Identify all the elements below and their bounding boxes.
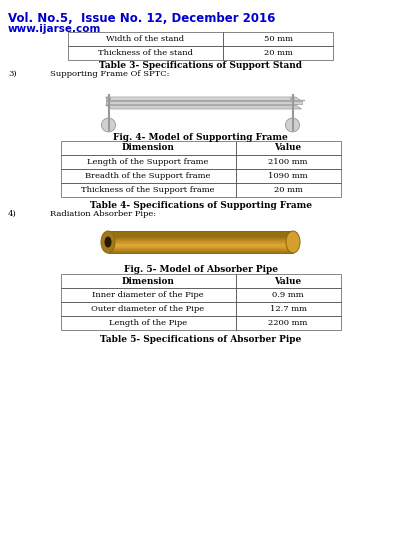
Text: Vol. No.5,  Issue No. 12, December 2016: Vol. No.5, Issue No. 12, December 2016 xyxy=(8,12,275,25)
Bar xyxy=(108,251,293,252)
Text: 2200 mm: 2200 mm xyxy=(268,319,308,327)
Bar xyxy=(108,250,293,251)
Bar xyxy=(108,234,293,235)
Bar xyxy=(108,236,293,237)
Text: Thickness of the Support frame: Thickness of the Support frame xyxy=(81,186,215,194)
Text: www.ijarse.com: www.ijarse.com xyxy=(8,24,101,34)
Bar xyxy=(235,316,340,330)
Bar xyxy=(108,232,293,233)
Bar xyxy=(108,249,293,250)
Text: 20 mm: 20 mm xyxy=(263,49,292,57)
Text: Inner diameter of the Pipe: Inner diameter of the Pipe xyxy=(92,291,204,299)
Bar xyxy=(108,243,293,244)
Bar xyxy=(108,239,293,240)
Bar xyxy=(108,238,293,240)
Text: Dimension: Dimension xyxy=(122,143,174,153)
Bar xyxy=(235,141,340,155)
Bar xyxy=(61,183,235,197)
Bar xyxy=(108,244,293,245)
Bar xyxy=(108,237,293,238)
Bar xyxy=(108,241,293,242)
Bar xyxy=(235,274,340,288)
Bar xyxy=(68,32,223,46)
Text: Table 5- Specifications of Absorber Pipe: Table 5- Specifications of Absorber Pipe xyxy=(100,335,301,344)
Bar xyxy=(108,231,293,253)
Text: Breadth of the Support frame: Breadth of the Support frame xyxy=(85,172,211,180)
Text: Fig. 5- Model of Absorber Pipe: Fig. 5- Model of Absorber Pipe xyxy=(124,265,277,274)
Text: Value: Value xyxy=(274,277,302,286)
Text: Length of the Support frame: Length of the Support frame xyxy=(87,158,209,166)
Bar xyxy=(61,141,235,155)
Bar xyxy=(108,244,293,245)
Bar xyxy=(223,46,333,60)
Text: Fig. 4- Model of Supporting Frame: Fig. 4- Model of Supporting Frame xyxy=(113,133,288,142)
Bar xyxy=(235,302,340,316)
Text: 0.9 mm: 0.9 mm xyxy=(272,291,304,299)
Text: Supporting Frame Of SPTC:: Supporting Frame Of SPTC: xyxy=(50,70,170,78)
Bar xyxy=(108,242,293,243)
Bar xyxy=(61,302,235,316)
Bar xyxy=(61,288,235,302)
Bar xyxy=(108,238,293,239)
Text: Table 3- Specifications of Support Stand: Table 3- Specifications of Support Stand xyxy=(99,61,302,70)
Text: Width of the stand: Width of the stand xyxy=(106,35,184,43)
Bar xyxy=(108,249,293,250)
Text: 20 mm: 20 mm xyxy=(273,186,302,194)
Bar xyxy=(108,233,293,234)
Bar xyxy=(108,247,293,248)
Bar xyxy=(108,245,293,246)
Text: Table 4- Specifications of Supporting Frame: Table 4- Specifications of Supporting Fr… xyxy=(89,201,312,210)
Bar xyxy=(108,250,293,251)
Bar xyxy=(108,252,293,253)
Text: Outer diameter of the Pipe: Outer diameter of the Pipe xyxy=(91,305,205,313)
Bar xyxy=(108,242,293,243)
Circle shape xyxy=(107,97,111,101)
Bar xyxy=(108,243,293,244)
Polygon shape xyxy=(105,105,302,109)
Bar xyxy=(105,101,302,104)
Bar xyxy=(108,246,293,248)
Bar xyxy=(108,248,293,249)
Circle shape xyxy=(290,97,294,101)
Bar xyxy=(108,231,293,232)
Ellipse shape xyxy=(286,231,300,253)
Bar xyxy=(108,248,293,249)
Bar xyxy=(68,46,223,60)
Bar xyxy=(108,235,293,236)
Bar xyxy=(108,240,293,241)
Bar xyxy=(108,245,293,246)
Text: 4): 4) xyxy=(8,210,17,218)
Ellipse shape xyxy=(105,236,111,248)
Bar xyxy=(108,246,293,247)
Text: Thickness of the stand: Thickness of the stand xyxy=(98,49,193,57)
Bar xyxy=(105,97,296,105)
Bar xyxy=(61,169,235,183)
Bar xyxy=(235,169,340,183)
Text: Radiation Absorber Pipe:: Radiation Absorber Pipe: xyxy=(50,210,156,218)
Text: Dimension: Dimension xyxy=(122,277,174,286)
Text: Value: Value xyxy=(274,143,302,153)
Text: 12.7 mm: 12.7 mm xyxy=(269,305,306,313)
Ellipse shape xyxy=(101,231,115,253)
Text: 3): 3) xyxy=(8,70,16,78)
Text: 2100 mm: 2100 mm xyxy=(268,158,308,166)
Text: Length of the Pipe: Length of the Pipe xyxy=(109,319,187,327)
Bar xyxy=(61,316,235,330)
Bar xyxy=(235,288,340,302)
Bar xyxy=(108,240,293,241)
Bar xyxy=(235,183,340,197)
Circle shape xyxy=(286,118,300,132)
Circle shape xyxy=(101,118,115,132)
Bar xyxy=(108,241,293,242)
Polygon shape xyxy=(105,97,302,101)
Text: 50 mm: 50 mm xyxy=(263,35,292,43)
Bar xyxy=(223,32,333,46)
Bar xyxy=(61,274,235,288)
Bar xyxy=(61,155,235,169)
Bar xyxy=(235,155,340,169)
Text: 1090 mm: 1090 mm xyxy=(268,172,308,180)
